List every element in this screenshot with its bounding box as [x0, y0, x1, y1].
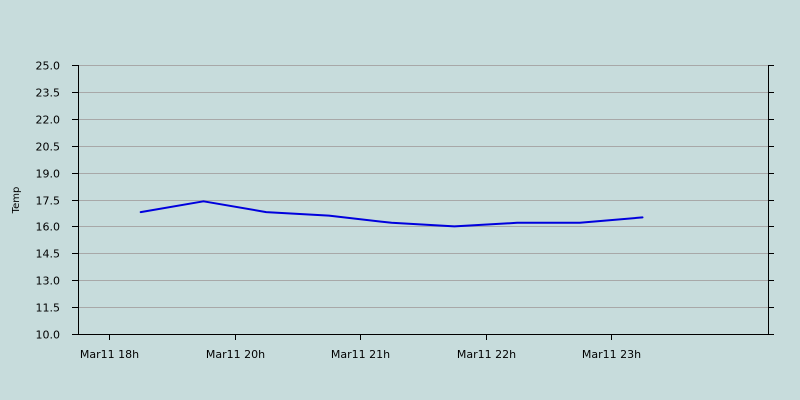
x-tick-labels: Mar11 18h Mar11 20h Mar11 21h Mar11 22h Mar1…: [80, 348, 641, 361]
x-tick-label: Mar11 22h: [457, 348, 516, 361]
y-tick-label: 19.0: [36, 168, 61, 181]
x-tick-label: Mar11 21h: [331, 348, 390, 361]
axes: [72, 65, 774, 340]
x-tick-label: Mar11 23h: [582, 348, 641, 361]
y-tick-label: 22.0: [36, 114, 61, 127]
y-tick-label: 10.0: [36, 329, 61, 342]
y-tick-labels: 10.0 11.5 13.0 14.5 16.0 17.5 19.0 20.5 22.0 23.5…: [36, 60, 61, 342]
y-tick-label: 14.5: [36, 248, 61, 261]
x-tick-label: Mar11 20h: [206, 348, 265, 361]
x-tick-label: Mar11 18h: [80, 348, 139, 361]
temp-series-line: [139, 200, 644, 228]
y-tick-label: 16.0: [36, 221, 61, 234]
series-layer: [139, 200, 644, 228]
y-tick-label: 11.5: [36, 302, 61, 315]
y-tick-label: 25.0: [36, 60, 61, 73]
y-tick-label: 23.5: [36, 87, 61, 100]
y-tick-label: 17.5: [36, 195, 61, 208]
grid-lines: [78, 65, 768, 335]
y-tick-label: 13.0: [36, 275, 61, 288]
y-axis-title: Temp: [11, 187, 22, 215]
y-tick-label: 20.5: [36, 141, 61, 154]
